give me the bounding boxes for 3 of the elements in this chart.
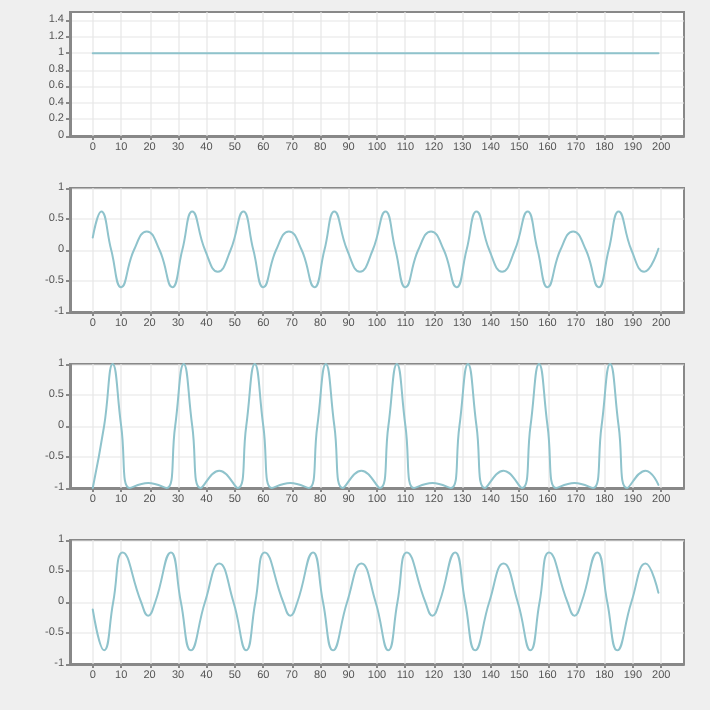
- line-series: [91, 210, 660, 289]
- line-series: [91, 363, 660, 489]
- line-series: [91, 551, 660, 652]
